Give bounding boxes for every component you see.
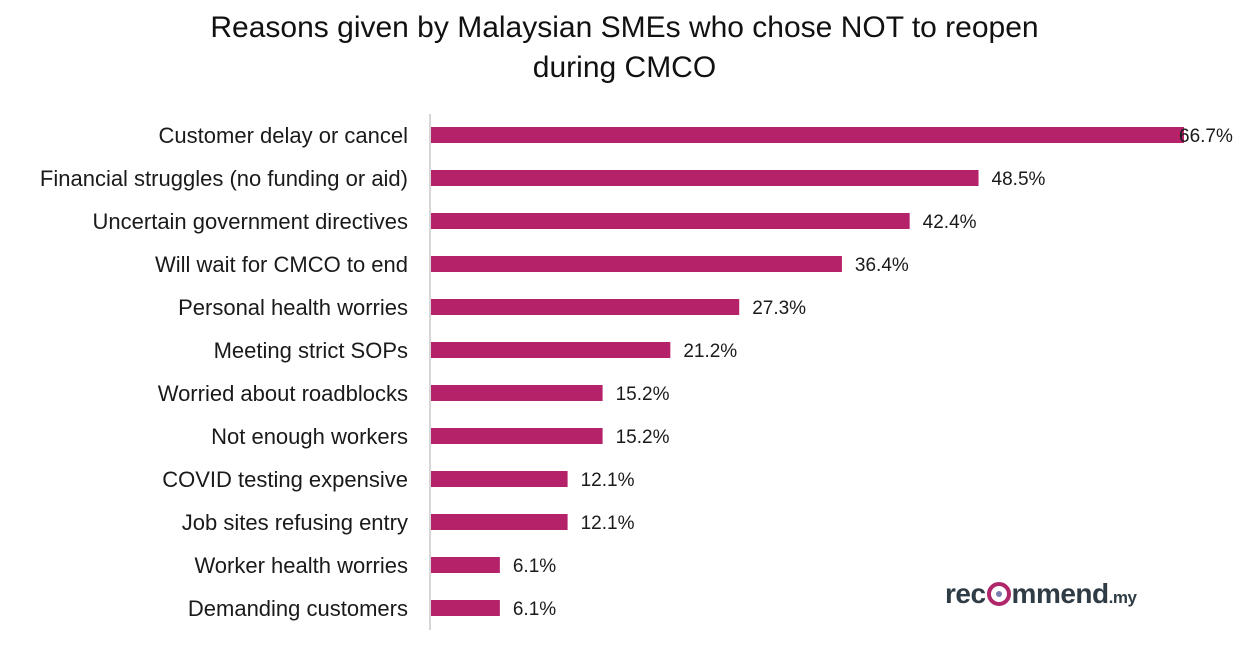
value-label: 27.3% <box>752 298 806 319</box>
bar <box>431 557 500 573</box>
value-label: 15.2% <box>616 384 670 405</box>
category-label: COVID testing expensive <box>162 467 408 492</box>
bar <box>431 213 910 229</box>
bar <box>431 600 500 616</box>
category-label: Worried about roadblocks <box>158 381 408 406</box>
recommend-my-logo: rec mmend.my <box>945 578 1137 610</box>
category-label: Worker health worries <box>194 553 408 578</box>
category-label: Demanding customers <box>188 596 408 621</box>
bar <box>431 342 671 358</box>
category-label: Customer delay or cancel <box>159 123 408 148</box>
logo-pin-icon <box>986 582 1011 606</box>
bar <box>431 299 740 315</box>
bar <box>431 170 979 186</box>
chart-title-line-2: during CMCO <box>532 51 717 84</box>
bar <box>431 428 603 444</box>
category-label: Will wait for CMCO to end <box>155 252 408 277</box>
value-label: 66.7% <box>1179 126 1233 147</box>
category-label: Uncertain government directives <box>93 209 408 234</box>
value-label: 15.2% <box>616 427 670 448</box>
chart-title-line-1: Reasons given by Malaysian SMEs who chos… <box>210 11 1039 44</box>
logo-suffix: mmend <box>1011 578 1110 609</box>
value-label: 12.1% <box>581 470 635 491</box>
logo-tld: .my <box>1108 588 1137 607</box>
value-label: 48.5% <box>992 169 1046 190</box>
category-label: Personal health worries <box>178 295 408 320</box>
logo-prefix: rec <box>945 578 986 609</box>
value-label: 36.4% <box>855 255 909 276</box>
bar <box>431 385 603 401</box>
bar <box>431 514 568 530</box>
category-label: Meeting strict SOPs <box>214 338 408 363</box>
bar <box>431 256 842 272</box>
value-label: 21.2% <box>683 341 737 362</box>
value-label: 6.1% <box>513 556 556 577</box>
value-label: 6.1% <box>513 599 556 620</box>
category-label: Not enough workers <box>211 424 408 449</box>
bar <box>431 471 568 487</box>
value-label: 42.4% <box>923 212 977 233</box>
bar <box>431 127 1184 143</box>
category-label: Job sites refusing entry <box>182 510 408 535</box>
value-label: 12.1% <box>581 513 635 534</box>
category-label: Financial struggles (no funding or aid) <box>40 166 408 191</box>
chart-title: Reasons given by Malaysian SMEs who chos… <box>0 8 1249 88</box>
